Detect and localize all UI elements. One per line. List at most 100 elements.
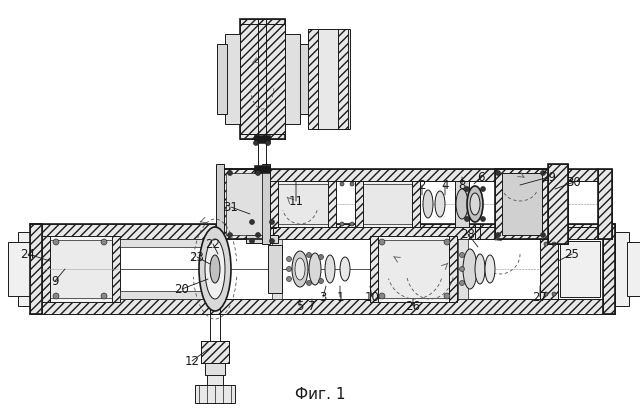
Text: 10: 10 bbox=[365, 291, 380, 304]
Bar bbox=[220, 170, 232, 239]
Circle shape bbox=[319, 279, 323, 284]
Text: 25: 25 bbox=[564, 248, 579, 261]
Circle shape bbox=[101, 239, 107, 245]
Circle shape bbox=[541, 171, 545, 176]
Circle shape bbox=[460, 267, 465, 272]
Bar bbox=[502, 173, 542, 236]
Text: 23: 23 bbox=[189, 251, 204, 264]
Bar bbox=[201, 341, 229, 363]
Text: 31: 31 bbox=[223, 201, 239, 214]
Circle shape bbox=[460, 281, 465, 286]
Bar bbox=[495, 170, 550, 239]
Circle shape bbox=[307, 253, 312, 258]
Bar bbox=[18, 232, 32, 306]
Text: 28: 28 bbox=[461, 228, 476, 241]
Bar bbox=[120, 239, 212, 247]
Text: 30: 30 bbox=[566, 176, 581, 189]
Bar bbox=[548, 164, 568, 245]
Bar bbox=[540, 239, 558, 299]
Text: 22: 22 bbox=[205, 238, 221, 251]
Circle shape bbox=[481, 187, 486, 192]
Bar bbox=[240, 25, 285, 135]
Bar bbox=[48, 240, 113, 298]
Bar bbox=[370, 236, 378, 302]
Bar bbox=[254, 166, 270, 173]
Circle shape bbox=[379, 293, 385, 299]
Text: 24: 24 bbox=[20, 248, 35, 261]
Text: 4: 4 bbox=[441, 179, 449, 192]
Bar bbox=[30, 225, 42, 314]
Text: 27: 27 bbox=[532, 291, 547, 304]
Circle shape bbox=[350, 182, 354, 187]
Circle shape bbox=[465, 187, 470, 192]
Bar bbox=[248, 220, 276, 229]
Bar bbox=[355, 182, 363, 227]
Bar bbox=[195, 385, 235, 403]
Bar bbox=[201, 341, 229, 363]
Bar bbox=[30, 225, 42, 314]
Bar bbox=[42, 236, 118, 302]
Bar bbox=[217, 45, 227, 115]
Bar bbox=[220, 170, 232, 239]
Bar bbox=[603, 225, 615, 314]
Bar bbox=[120, 291, 212, 299]
Circle shape bbox=[481, 217, 486, 222]
Bar bbox=[370, 236, 455, 302]
Bar bbox=[220, 170, 268, 239]
Bar bbox=[282, 35, 300, 125]
Circle shape bbox=[269, 220, 275, 225]
Bar bbox=[540, 239, 558, 299]
Circle shape bbox=[53, 293, 59, 299]
Ellipse shape bbox=[475, 254, 485, 284]
Circle shape bbox=[444, 239, 450, 245]
Ellipse shape bbox=[423, 191, 433, 218]
Bar bbox=[361, 184, 414, 225]
Text: 5: 5 bbox=[296, 300, 304, 313]
Circle shape bbox=[552, 243, 556, 246]
Circle shape bbox=[250, 239, 255, 244]
Bar bbox=[270, 182, 278, 227]
Circle shape bbox=[340, 182, 344, 187]
Text: 20: 20 bbox=[175, 283, 189, 296]
Text: 11: 11 bbox=[289, 195, 303, 208]
Bar bbox=[376, 240, 449, 298]
Bar bbox=[598, 170, 612, 239]
Bar bbox=[458, 239, 468, 299]
Bar bbox=[207, 375, 223, 385]
Bar bbox=[240, 25, 285, 135]
Circle shape bbox=[253, 141, 259, 146]
Bar bbox=[338, 30, 348, 130]
Bar bbox=[455, 182, 469, 227]
Circle shape bbox=[541, 233, 545, 238]
Text: 3: 3 bbox=[319, 291, 326, 304]
Text: 9: 9 bbox=[51, 275, 59, 288]
Bar bbox=[216, 164, 224, 245]
Circle shape bbox=[307, 281, 312, 286]
Bar bbox=[355, 182, 420, 227]
Circle shape bbox=[53, 239, 59, 245]
Circle shape bbox=[269, 239, 275, 244]
Circle shape bbox=[460, 253, 465, 258]
Ellipse shape bbox=[210, 255, 220, 283]
Circle shape bbox=[465, 217, 470, 222]
Circle shape bbox=[255, 233, 260, 238]
Text: 12: 12 bbox=[184, 355, 200, 368]
Ellipse shape bbox=[295, 258, 305, 280]
Bar bbox=[308, 30, 318, 130]
Bar bbox=[251, 225, 273, 239]
Ellipse shape bbox=[467, 187, 483, 222]
Bar bbox=[262, 164, 270, 245]
Text: 29: 29 bbox=[541, 171, 557, 184]
Text: 2: 2 bbox=[419, 179, 426, 192]
Text: Фиг. 1: Фиг. 1 bbox=[295, 387, 345, 402]
Ellipse shape bbox=[309, 254, 321, 285]
Circle shape bbox=[495, 171, 500, 176]
Circle shape bbox=[287, 267, 291, 272]
Bar bbox=[254, 136, 270, 144]
Ellipse shape bbox=[340, 257, 350, 281]
Ellipse shape bbox=[435, 191, 445, 218]
Ellipse shape bbox=[456, 189, 468, 220]
Bar bbox=[240, 20, 285, 139]
Circle shape bbox=[227, 171, 232, 176]
Bar bbox=[226, 173, 262, 236]
